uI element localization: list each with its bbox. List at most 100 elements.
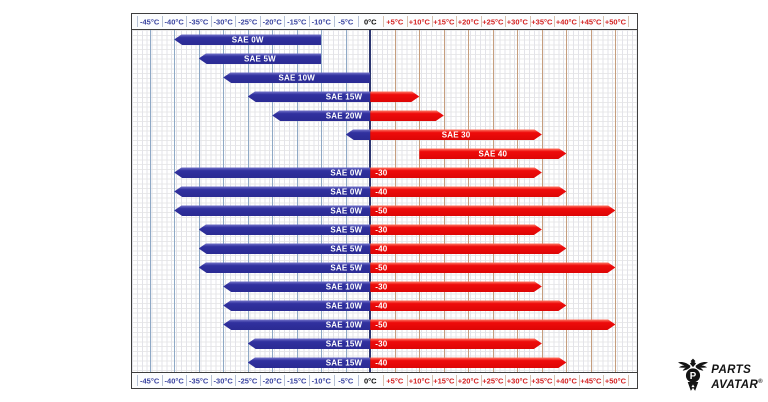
gridline--25c <box>247 30 249 372</box>
bar-segment-hot-sae-0w-50: -50 <box>370 205 615 216</box>
bar-label: -50 <box>375 320 388 329</box>
axis-tick-15c: +15°C <box>433 376 455 385</box>
bar-label: SAE 15W <box>325 339 363 348</box>
bar-row-sae-10w-40: SAE 10W -40 <box>132 296 637 315</box>
axis-tick-25c: +25°C <box>482 17 504 26</box>
axis-tick--10c: -10°C <box>311 17 331 26</box>
axis-tick-30c: +30°C <box>506 17 528 26</box>
axis-tick-40c: +40°C <box>555 17 577 26</box>
bar-segment-cold-sae-0w-50: SAE 0W <box>174 205 371 216</box>
axis-cell-separator <box>382 16 384 27</box>
bar-label: SAE 0W <box>330 187 363 196</box>
bar-segment-cold-sae-20w: SAE 20W <box>272 110 371 121</box>
axis-tick--5c: -5°C <box>338 17 354 26</box>
bar-label: -30 <box>375 282 388 291</box>
axis-cell-separator <box>333 16 335 27</box>
logo-wordmark: PARTS AVATAR® <box>711 364 763 392</box>
axis-cell-separator <box>210 16 212 27</box>
bar-label: SAE 5W <box>244 54 276 63</box>
bar-segment-hot-sae-10w-30: -30 <box>370 281 542 292</box>
gridline-15c <box>443 30 445 372</box>
bar-segment-hot-sae-5w-30: -30 <box>370 224 542 235</box>
bar-segment-cold-sae-5w: SAE 5W <box>198 53 322 64</box>
axis-tick--30c: -30°C <box>213 17 233 26</box>
bar-segment-hot-sae-20w <box>370 110 444 121</box>
bar-label <box>346 129 371 140</box>
axis-tick--40c: -40°C <box>164 376 184 385</box>
bar-row-sae-5w-50: SAE 5W -50 <box>132 258 637 277</box>
axis-tick--35c: -35°C <box>189 17 209 26</box>
axis-cell-separator <box>137 16 139 27</box>
axis-cell-separator <box>284 16 286 27</box>
axis-cell-separator <box>210 375 212 386</box>
axis-cell-separator <box>186 375 188 386</box>
bar-segment-cold-sae-0w-40: SAE 0W <box>174 186 371 197</box>
bar-label: SAE 5W <box>330 244 363 253</box>
axis-tick-50c: +50°C <box>604 17 626 26</box>
bar-label: -40 <box>375 187 388 196</box>
axis-tick-5c: +5°C <box>386 376 404 385</box>
axis-tick-0c: 0°C <box>363 17 377 26</box>
gridline--35c <box>198 30 200 372</box>
axis-cell-separator <box>529 375 531 386</box>
bar-label: SAE 0W <box>330 168 363 177</box>
bar-segment-cold-sae-30 <box>345 129 371 140</box>
bar-label <box>370 91 419 102</box>
bar-segment-hot-sae-30: SAE 30 <box>370 129 542 140</box>
axis-tick--10c: -10°C <box>311 376 331 385</box>
bar-row-sae-5w: SAE 5W <box>132 49 637 68</box>
gridline-10c <box>419 30 421 372</box>
axis-tick--25c: -25°C <box>238 376 258 385</box>
bar-label: SAE 0W <box>231 35 264 44</box>
bar-rows-container: SAE 0W SAE 5W SAE 10W SAE 15W SAE 20W SAE 30 S… <box>132 30 637 372</box>
gridline--10c <box>321 30 323 372</box>
axis-cell-separator <box>259 375 261 386</box>
bar-segment-cold-sae-5w-30: SAE 5W <box>198 224 371 235</box>
gridline-0c <box>369 30 372 372</box>
axis-tick--15c: -15°C <box>287 376 307 385</box>
bar-label: SAE 30 <box>441 130 471 139</box>
axis-cell-separator <box>480 375 482 386</box>
axis-cell-separator <box>480 16 482 27</box>
bar-label: SAE 0W <box>330 206 363 215</box>
axis-cell-separator <box>161 16 163 27</box>
axis-tick-25c: +25°C <box>482 376 504 385</box>
bar-segment-hot-sae-5w-50: -50 <box>370 262 615 273</box>
bar-label: -30 <box>375 339 388 348</box>
bar-segment-hot-sae-0w-40: -40 <box>370 186 566 197</box>
bar-row-sae-10w: SAE 10W <box>132 68 637 87</box>
parts-avatar-logo: P PARTS AVATAR® <box>678 358 763 397</box>
gridline--40c <box>174 30 176 372</box>
logo-line1: PARTS <box>711 363 752 376</box>
axis-tick-35c: +35°C <box>531 376 553 385</box>
axis-cell-separator <box>235 16 237 27</box>
bar-label: SAE 20W <box>325 111 363 120</box>
gridline--5c <box>345 30 347 372</box>
bar-segment-cold-sae-15w-30: SAE 15W <box>247 338 371 349</box>
oil-viscosity-temperature-chart: -45°C -40°C -35°C -30°C -25°C -20°C -15°C -10°C… <box>131 13 638 389</box>
gridline-45c <box>590 30 592 372</box>
axis-tick--40c: -40°C <box>164 17 184 26</box>
bar-segment-hot-sae-10w-40: -40 <box>370 300 566 311</box>
axis-cell-separator <box>259 16 261 27</box>
bar-label: SAE 10W <box>278 73 315 82</box>
bar-row-sae-0w-30: SAE 0W -30 <box>132 163 637 182</box>
axis-tick-40c: +40°C <box>555 376 577 385</box>
bar-label <box>370 110 444 121</box>
bar-row-sae-10w-30: SAE 10W -30 <box>132 277 637 296</box>
bar-label: SAE 15W <box>325 92 363 101</box>
bar-row-sae-5w-30: SAE 5W -30 <box>132 220 637 239</box>
bar-label: SAE 40 <box>478 149 508 158</box>
bar-segment-hot-sae-15w <box>370 91 419 102</box>
gridline--15c <box>296 30 298 372</box>
axis-cell-separator <box>627 375 629 386</box>
axis-tick-5c: +5°C <box>386 17 404 26</box>
svg-text:P: P <box>690 371 697 382</box>
bar-label: -50 <box>375 263 388 272</box>
bar-row-sae-20w: SAE 20W <box>132 106 637 125</box>
axis-cell-separator <box>308 16 310 27</box>
bar-segment-cold-sae-10w-50: SAE 10W <box>223 319 371 330</box>
bar-row-sae-15w: SAE 15W <box>132 87 637 106</box>
temperature-axis-bottom: -45°C -40°C -35°C -30°C -25°C -20°C -15°C -10°C… <box>132 372 637 388</box>
axis-tick-20c: +20°C <box>457 376 479 385</box>
